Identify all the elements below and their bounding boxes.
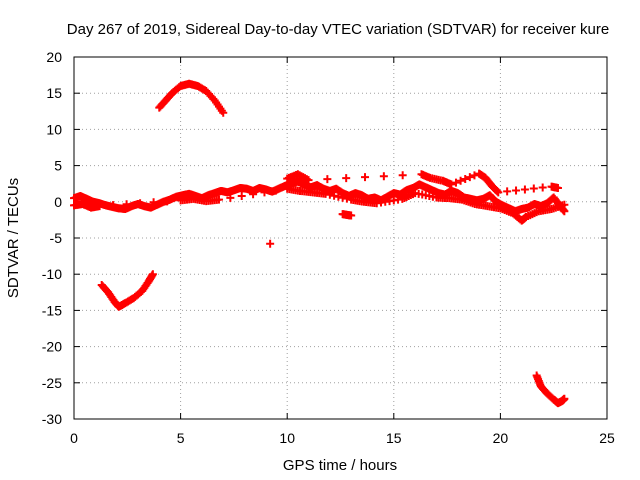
chart-title: Day 267 of 2019, Sidereal Day-to-day VTE…: [67, 21, 609, 38]
data-point: [493, 187, 502, 196]
x-tick-labels: 0 5 10 15 20 25: [70, 430, 615, 446]
axis-ticks: [73, 56, 608, 420]
y-tick-label: 0: [54, 194, 62, 210]
data-point: [503, 187, 512, 196]
data-point: [260, 188, 269, 197]
y-tick-label: 5: [54, 158, 62, 174]
data-point: [271, 186, 280, 195]
plot-frame: [73, 56, 608, 420]
data-point: [394, 195, 403, 204]
series-short-segment: [338, 210, 356, 220]
data-point: [122, 200, 131, 209]
x-tick-label: 15: [386, 430, 402, 446]
data-point: [361, 173, 370, 182]
data-point: [468, 199, 477, 208]
data-point: [212, 195, 221, 204]
data-point: [529, 184, 538, 193]
series-isolated: [266, 239, 275, 248]
data-point: [342, 194, 351, 203]
y-tick-label: 20: [46, 49, 62, 65]
series-arc-low-evening: [532, 371, 569, 408]
data-point: [520, 185, 529, 194]
y-tick-label: -20: [42, 339, 62, 355]
y-axis-label: SDTVAR / TECUs: [5, 178, 22, 298]
y-tick-label: -10: [42, 266, 62, 282]
data-point: [94, 202, 103, 211]
x-tick-label: 10: [279, 430, 295, 446]
data-point: [163, 197, 172, 206]
data-point: [302, 175, 311, 184]
data-point: [538, 183, 547, 192]
data-point: [470, 171, 479, 180]
data-point: [445, 179, 454, 188]
y-tick-label: -30: [42, 411, 62, 427]
series-band-upper-branch: [283, 169, 562, 197]
series-arc-low-morning: [97, 270, 157, 311]
y-tick-label: 15: [46, 85, 62, 101]
grid-lines: [74, 57, 607, 419]
y-tick-labels: -30 -25 -20 -15 -10 -5 0 5 10 15 20: [42, 49, 62, 427]
data-point: [558, 201, 567, 210]
data-point: [461, 174, 470, 183]
data-point: [109, 201, 118, 210]
x-tick-label: 0: [70, 430, 78, 446]
data-point: [552, 183, 561, 192]
x-tick-label: 25: [599, 430, 615, 446]
y-tick-label: -25: [42, 375, 62, 391]
data-point: [465, 173, 474, 182]
series-arc-high-positive: [155, 79, 228, 117]
y-tick-label: -5: [50, 230, 63, 246]
data-point: [545, 205, 554, 214]
data-point: [532, 208, 541, 217]
data-point: [370, 199, 379, 208]
data-point: [456, 176, 465, 185]
data-point: [379, 172, 388, 181]
x-axis-label: GPS time / hours: [283, 457, 397, 474]
data-point: [560, 395, 569, 404]
data-point: [323, 175, 332, 184]
data-point: [451, 178, 460, 187]
data-point: [149, 198, 158, 207]
x-tick-label: 20: [493, 430, 509, 446]
data-points: [70, 79, 569, 408]
data-point: [148, 271, 157, 280]
data-point: [226, 193, 235, 202]
data-point: [342, 174, 351, 183]
y-tick-label: 10: [46, 121, 62, 137]
data-point: [512, 186, 521, 195]
data-point: [346, 211, 355, 220]
data-point: [136, 199, 145, 208]
y-tick-label: -15: [42, 302, 62, 318]
data-point: [249, 190, 258, 199]
x-tick-label: 5: [177, 430, 185, 446]
data-point: [266, 239, 275, 248]
series-band-lower-branch: [70, 184, 569, 225]
data-point: [319, 189, 328, 198]
data-point: [494, 203, 503, 212]
data-point: [237, 192, 246, 201]
data-point: [398, 171, 407, 180]
data-point: [217, 106, 226, 115]
